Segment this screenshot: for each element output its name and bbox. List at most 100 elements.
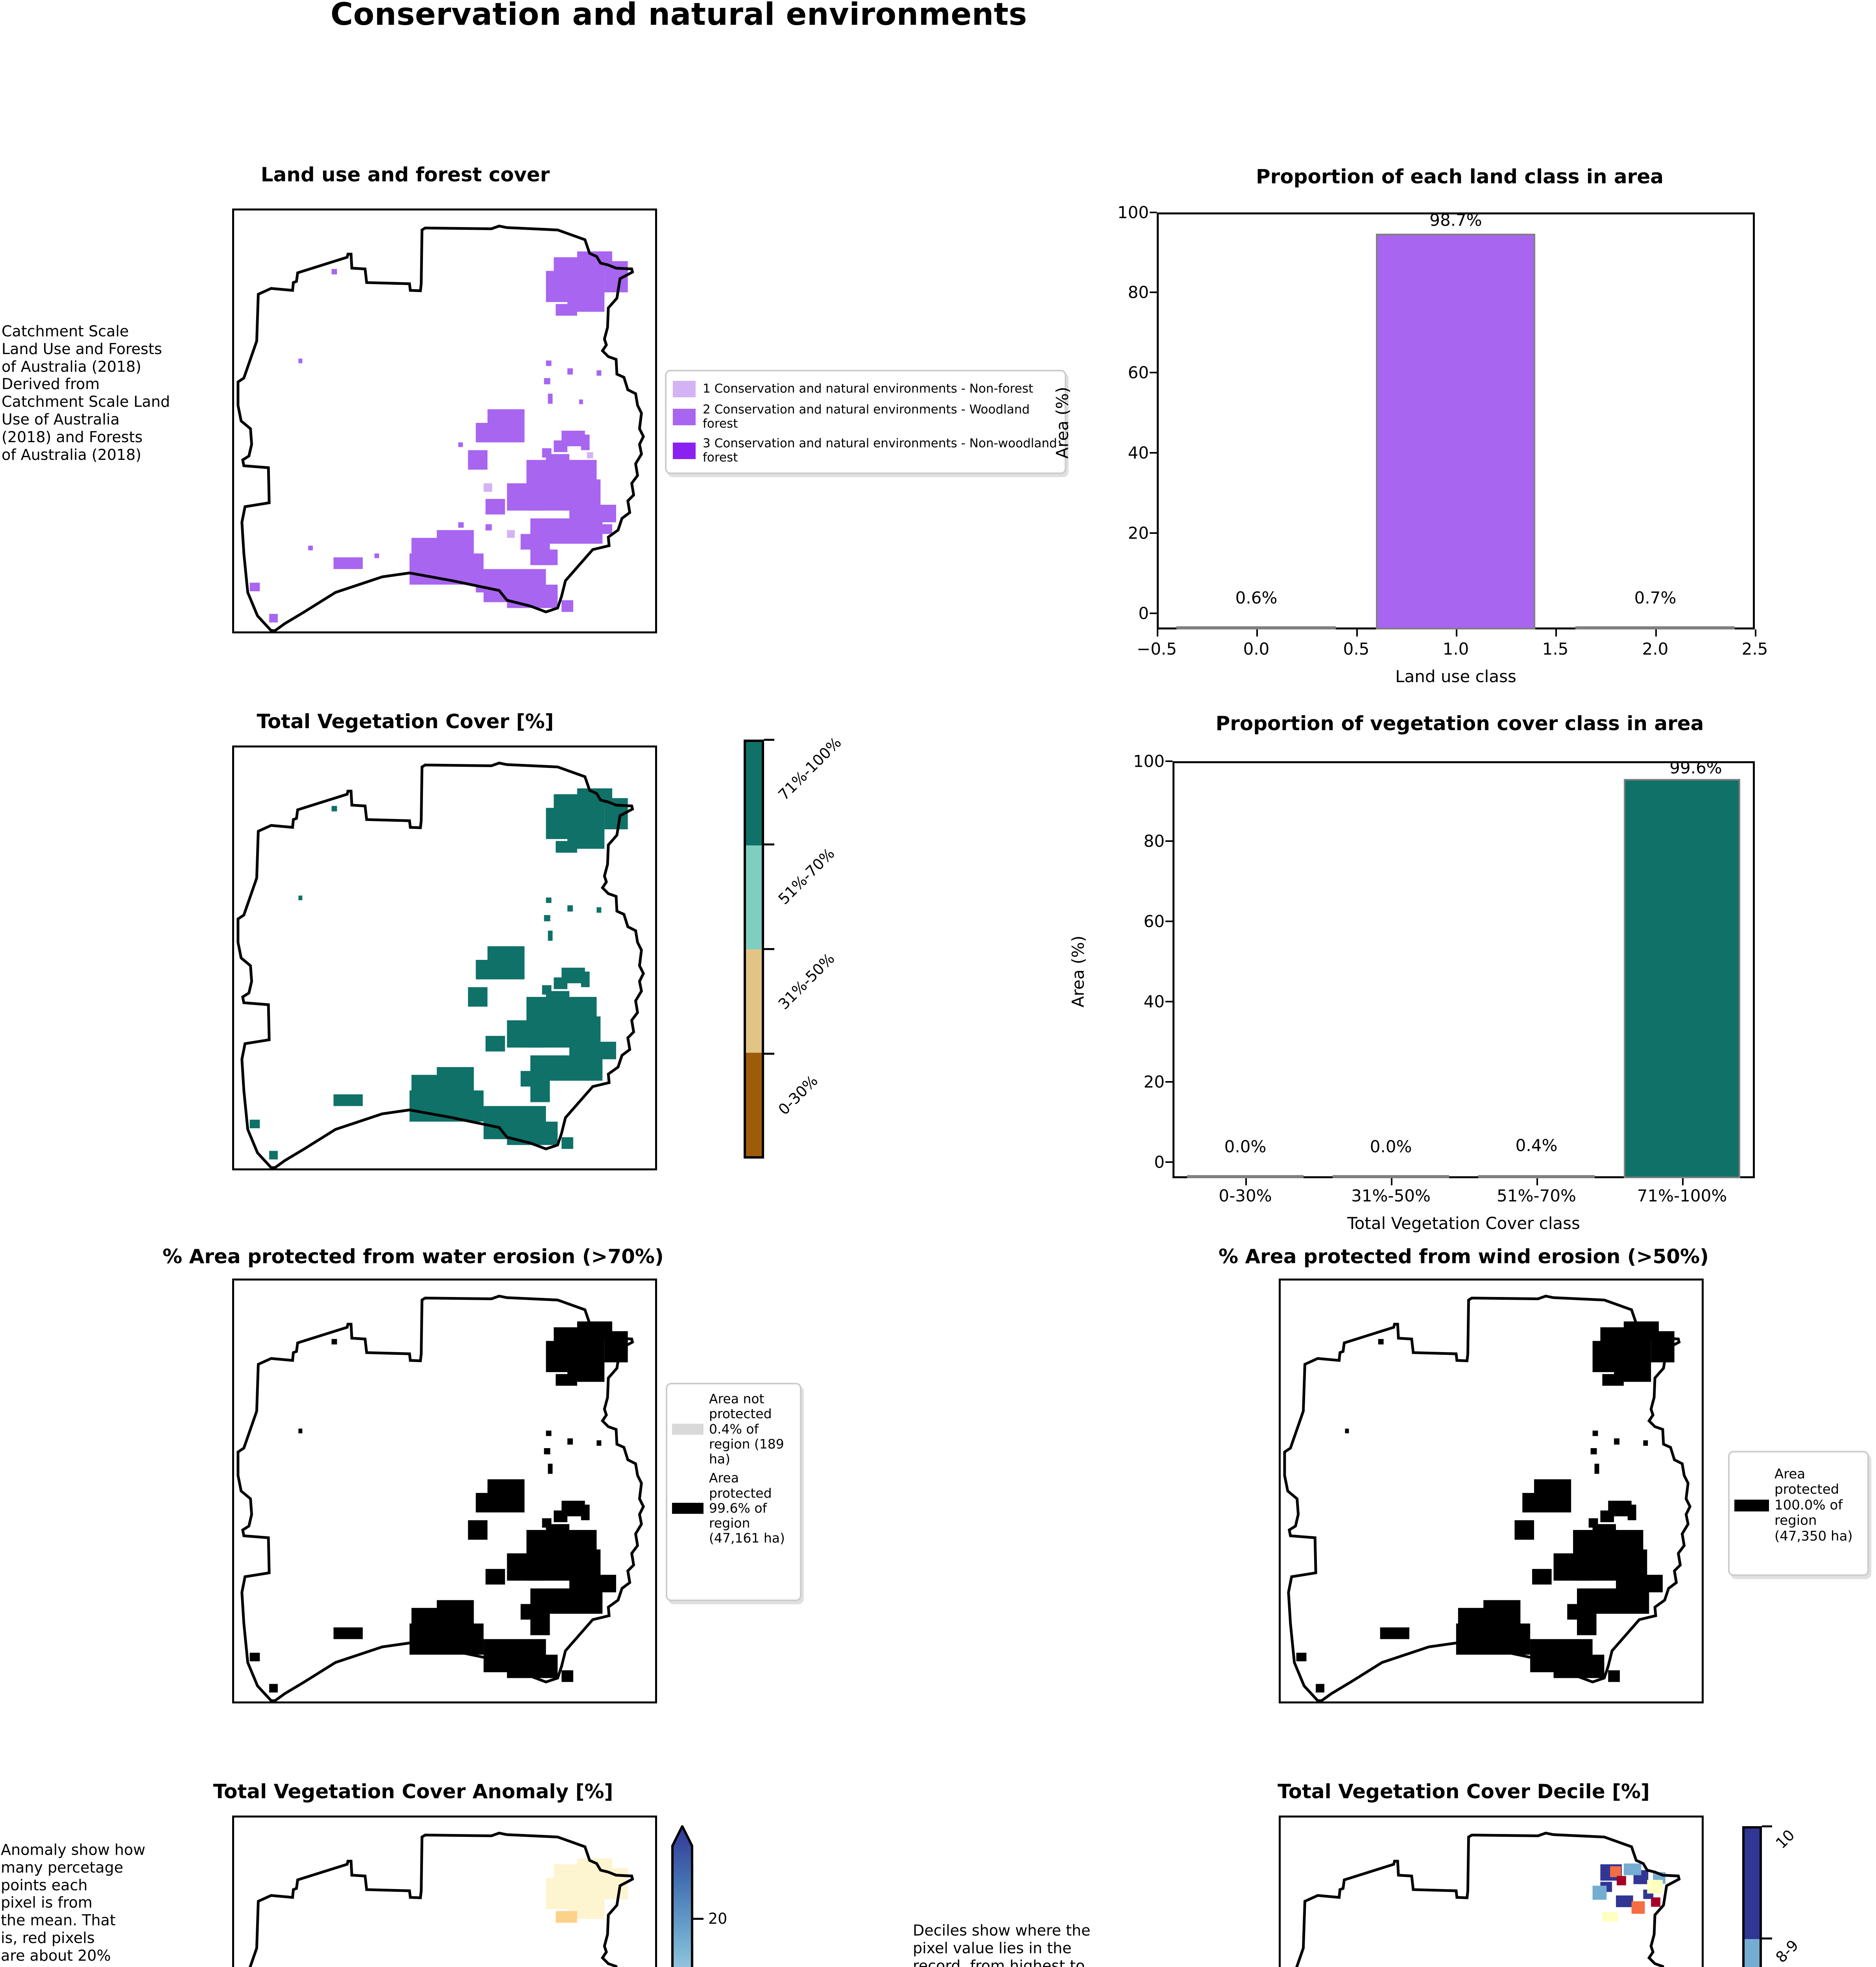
land-use-map-graphic	[236, 225, 645, 631]
y-tick-label: 60	[1143, 912, 1165, 931]
land-use-sidenote: Catchment Scale Land Use and Forests of …	[2, 323, 170, 463]
bar[interactable]	[1575, 626, 1735, 629]
bar[interactable]	[1624, 779, 1740, 1178]
wind-erosion-legend[interactable]: Area protected 100.0% of region (47,350 …	[1728, 1451, 1869, 1576]
x-tick-mark	[1256, 629, 1258, 637]
x-tick-label: 0-30%	[1219, 1186, 1272, 1205]
veg-cover-map-graphic	[236, 762, 645, 1168]
legend-swatch-landuse-3	[673, 442, 696, 459]
legend-label: 2 Conservation and natural environments …	[703, 402, 1030, 431]
anomaly-tick-label: 20	[708, 1910, 728, 1927]
y-tick-label: 40	[1143, 992, 1165, 1011]
y-tick-label: 60	[1128, 363, 1149, 382]
x-tick-label: −0.5	[1137, 639, 1177, 659]
y-axis-label: Area (%)	[1052, 387, 1072, 459]
y-tick-mark	[1165, 1081, 1172, 1083]
bar-value-label: 0.4%	[1515, 1136, 1558, 1155]
y-tick-mark	[1165, 921, 1172, 922]
x-tick-mark	[1555, 629, 1557, 637]
decile-map-graphic	[1295, 1832, 1681, 1967]
bar-value-label: 0.6%	[1235, 588, 1278, 607]
bar-value-label: 0.7%	[1634, 588, 1677, 607]
anomaly-colorbar-graphic	[671, 1823, 693, 1967]
decile-map[interactable]	[1279, 1816, 1704, 1967]
x-tick-mark	[1456, 629, 1457, 637]
y-tick-label: 100	[1133, 751, 1165, 771]
veg-class-chart[interactable]: 0 20 40 60 80 100 Area (%) 0.0% 0.0% 0.4…	[1069, 752, 1755, 1233]
x-tick-label: 2.0	[1642, 639, 1669, 659]
y-tick-label: 20	[1128, 523, 1149, 543]
legend-item: 1 Conservation and natural environments …	[673, 381, 1058, 397]
y-tick-label: 80	[1128, 282, 1149, 302]
legend-swatch-protected	[672, 1502, 704, 1514]
legend-label: 1 Conservation and natural environments …	[703, 382, 1033, 396]
bar[interactable]	[1187, 1175, 1304, 1178]
bar-value-label: 99.6%	[1669, 758, 1722, 777]
x-tick-mark	[1755, 629, 1756, 637]
bar[interactable]	[1176, 626, 1336, 629]
colorbar-segment-8-9	[1745, 1939, 1760, 1967]
x-tick-mark	[1157, 629, 1158, 637]
legend-label: Area not protected 0.4% of region (189 h…	[709, 1391, 784, 1467]
legend-label: Area protected 99.6% of region (47,161 h…	[709, 1470, 785, 1546]
anomaly-colorbar[interactable]	[671, 1823, 693, 1967]
legend-item: Area protected 99.6% of region (47,161 h…	[672, 1471, 795, 1546]
anomaly-map-title: Total Vegetation Cover Anomaly [%]	[213, 1780, 613, 1803]
y-tick-label: 40	[1128, 443, 1149, 463]
legend-item: 3 Conservation and natural environments …	[673, 436, 1058, 465]
land-use-map-title: Land use and forest cover	[260, 163, 550, 186]
legend-item: Area protected 100.0% of region (47,350 …	[1734, 1466, 1863, 1544]
colorbar-segment-31-50	[746, 949, 762, 1053]
water-erosion-map[interactable]	[232, 1279, 657, 1703]
veg-class-chart-title: Proportion of vegetation cover class in …	[1215, 712, 1704, 735]
colorbar-segment-0-30	[746, 1052, 762, 1156]
decile-map-title: Total Vegetation Cover Decile [%]	[1278, 1780, 1650, 1803]
legend-swatch-not-protected	[672, 1423, 704, 1435]
y-tick-mark	[1150, 292, 1157, 293]
x-tick-mark	[1536, 1178, 1538, 1185]
bar[interactable]	[1478, 1175, 1595, 1178]
bar[interactable]	[1333, 1175, 1449, 1178]
x-tick-label: 71%-100%	[1637, 1186, 1727, 1205]
legend-item: 2 Conservation and natural environments …	[673, 402, 1058, 431]
land-class-chart-title: Proportion of each land class in area	[1256, 165, 1664, 188]
y-tick-mark	[1150, 452, 1157, 454]
x-tick-mark	[1655, 629, 1657, 637]
legend-swatch-landuse-2	[673, 408, 696, 425]
anomaly-map[interactable]	[232, 1816, 657, 1967]
x-axis-label: Land use class	[1395, 667, 1516, 686]
wind-erosion-map-title: % Area protected from wind erosion (>50%…	[1218, 1245, 1709, 1268]
legend-swatch-landuse-1	[673, 381, 696, 397]
bar[interactable]	[1376, 234, 1535, 629]
colorbar-segment-10	[1745, 1829, 1760, 1939]
water-erosion-legend[interactable]: Area not protected 0.4% of region (189 h…	[666, 1383, 801, 1601]
land-use-legend[interactable]: 1 Conservation and natural environments …	[665, 370, 1066, 474]
legend-item: Area not protected 0.4% of region (189 h…	[672, 1391, 795, 1467]
wind-erosion-map[interactable]	[1279, 1279, 1704, 1703]
x-tick-label: 2.5	[1741, 639, 1768, 659]
decile-colorbar[interactable]	[1742, 1826, 1762, 1967]
land-use-map[interactable]	[232, 209, 657, 633]
land-class-chart[interactable]: 0 20 40 60 80 100 Area (%) 0.6% 98.7% 0.…	[1053, 203, 1768, 686]
x-tick-mark	[1245, 1178, 1247, 1185]
y-axis-label: Area (%)	[1068, 936, 1088, 1007]
veg-cover-map[interactable]	[232, 745, 657, 1170]
y-tick-mark	[1165, 840, 1172, 842]
y-tick-mark	[1150, 372, 1157, 373]
x-tick-label: 51%-70%	[1497, 1186, 1576, 1205]
x-tick-mark	[1682, 1178, 1684, 1185]
water-erosion-map-title: % Area protected from water erosion (>70…	[162, 1245, 664, 1268]
x-tick-label: 0.0	[1243, 639, 1270, 659]
y-tick-mark	[1150, 212, 1157, 213]
colorbar-label-0-30: 0-30%	[775, 1072, 822, 1118]
water-erosion-map-graphic	[236, 1295, 645, 1701]
x-tick-label: 31%-50%	[1351, 1186, 1431, 1205]
colorbar-label-51-70: 51%-70%	[775, 845, 838, 908]
y-tick-label: 0	[1154, 1152, 1165, 1172]
y-tick-label: 0	[1138, 603, 1149, 623]
legend-label: Area protected 100.0% of region (47,350 …	[1774, 1466, 1853, 1544]
colorbar-label-71-100: 71%-100%	[775, 734, 845, 804]
veg-cover-colorbar[interactable]	[744, 740, 764, 1159]
bar-value-label: 0.0%	[1224, 1137, 1267, 1156]
legend-label: 3 Conservation and natural environments …	[703, 436, 1057, 465]
